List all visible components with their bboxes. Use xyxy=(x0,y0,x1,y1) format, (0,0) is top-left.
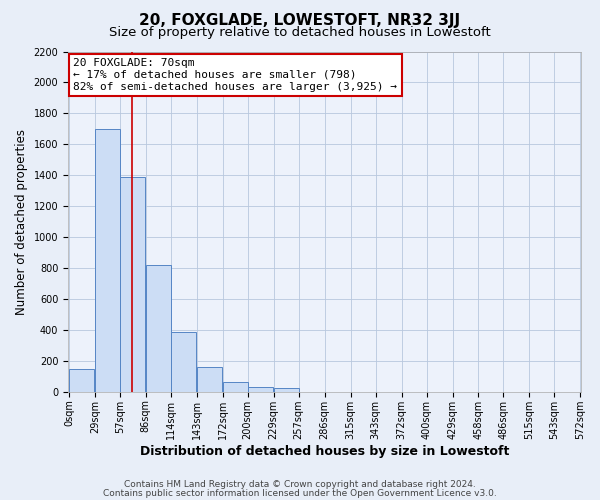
X-axis label: Distribution of detached houses by size in Lowestoft: Distribution of detached houses by size … xyxy=(140,444,509,458)
Bar xyxy=(146,265,171,392)
Text: 20 FOXGLADE: 70sqm
← 17% of detached houses are smaller (798)
82% of semi-detach: 20 FOXGLADE: 70sqm ← 17% of detached hou… xyxy=(73,58,397,92)
Bar xyxy=(171,332,196,392)
Bar xyxy=(120,177,145,392)
Text: Contains HM Land Registry data © Crown copyright and database right 2024.: Contains HM Land Registry data © Crown c… xyxy=(124,480,476,489)
Bar xyxy=(69,368,94,392)
Bar xyxy=(274,388,299,392)
Y-axis label: Number of detached properties: Number of detached properties xyxy=(15,128,28,314)
Text: Size of property relative to detached houses in Lowestoft: Size of property relative to detached ho… xyxy=(109,26,491,39)
Bar xyxy=(223,382,248,392)
Bar xyxy=(248,387,273,392)
Text: 20, FOXGLADE, LOWESTOFT, NR32 3JJ: 20, FOXGLADE, LOWESTOFT, NR32 3JJ xyxy=(139,12,461,28)
Bar xyxy=(95,129,120,392)
Bar xyxy=(197,367,222,392)
Text: Contains public sector information licensed under the Open Government Licence v3: Contains public sector information licen… xyxy=(103,488,497,498)
